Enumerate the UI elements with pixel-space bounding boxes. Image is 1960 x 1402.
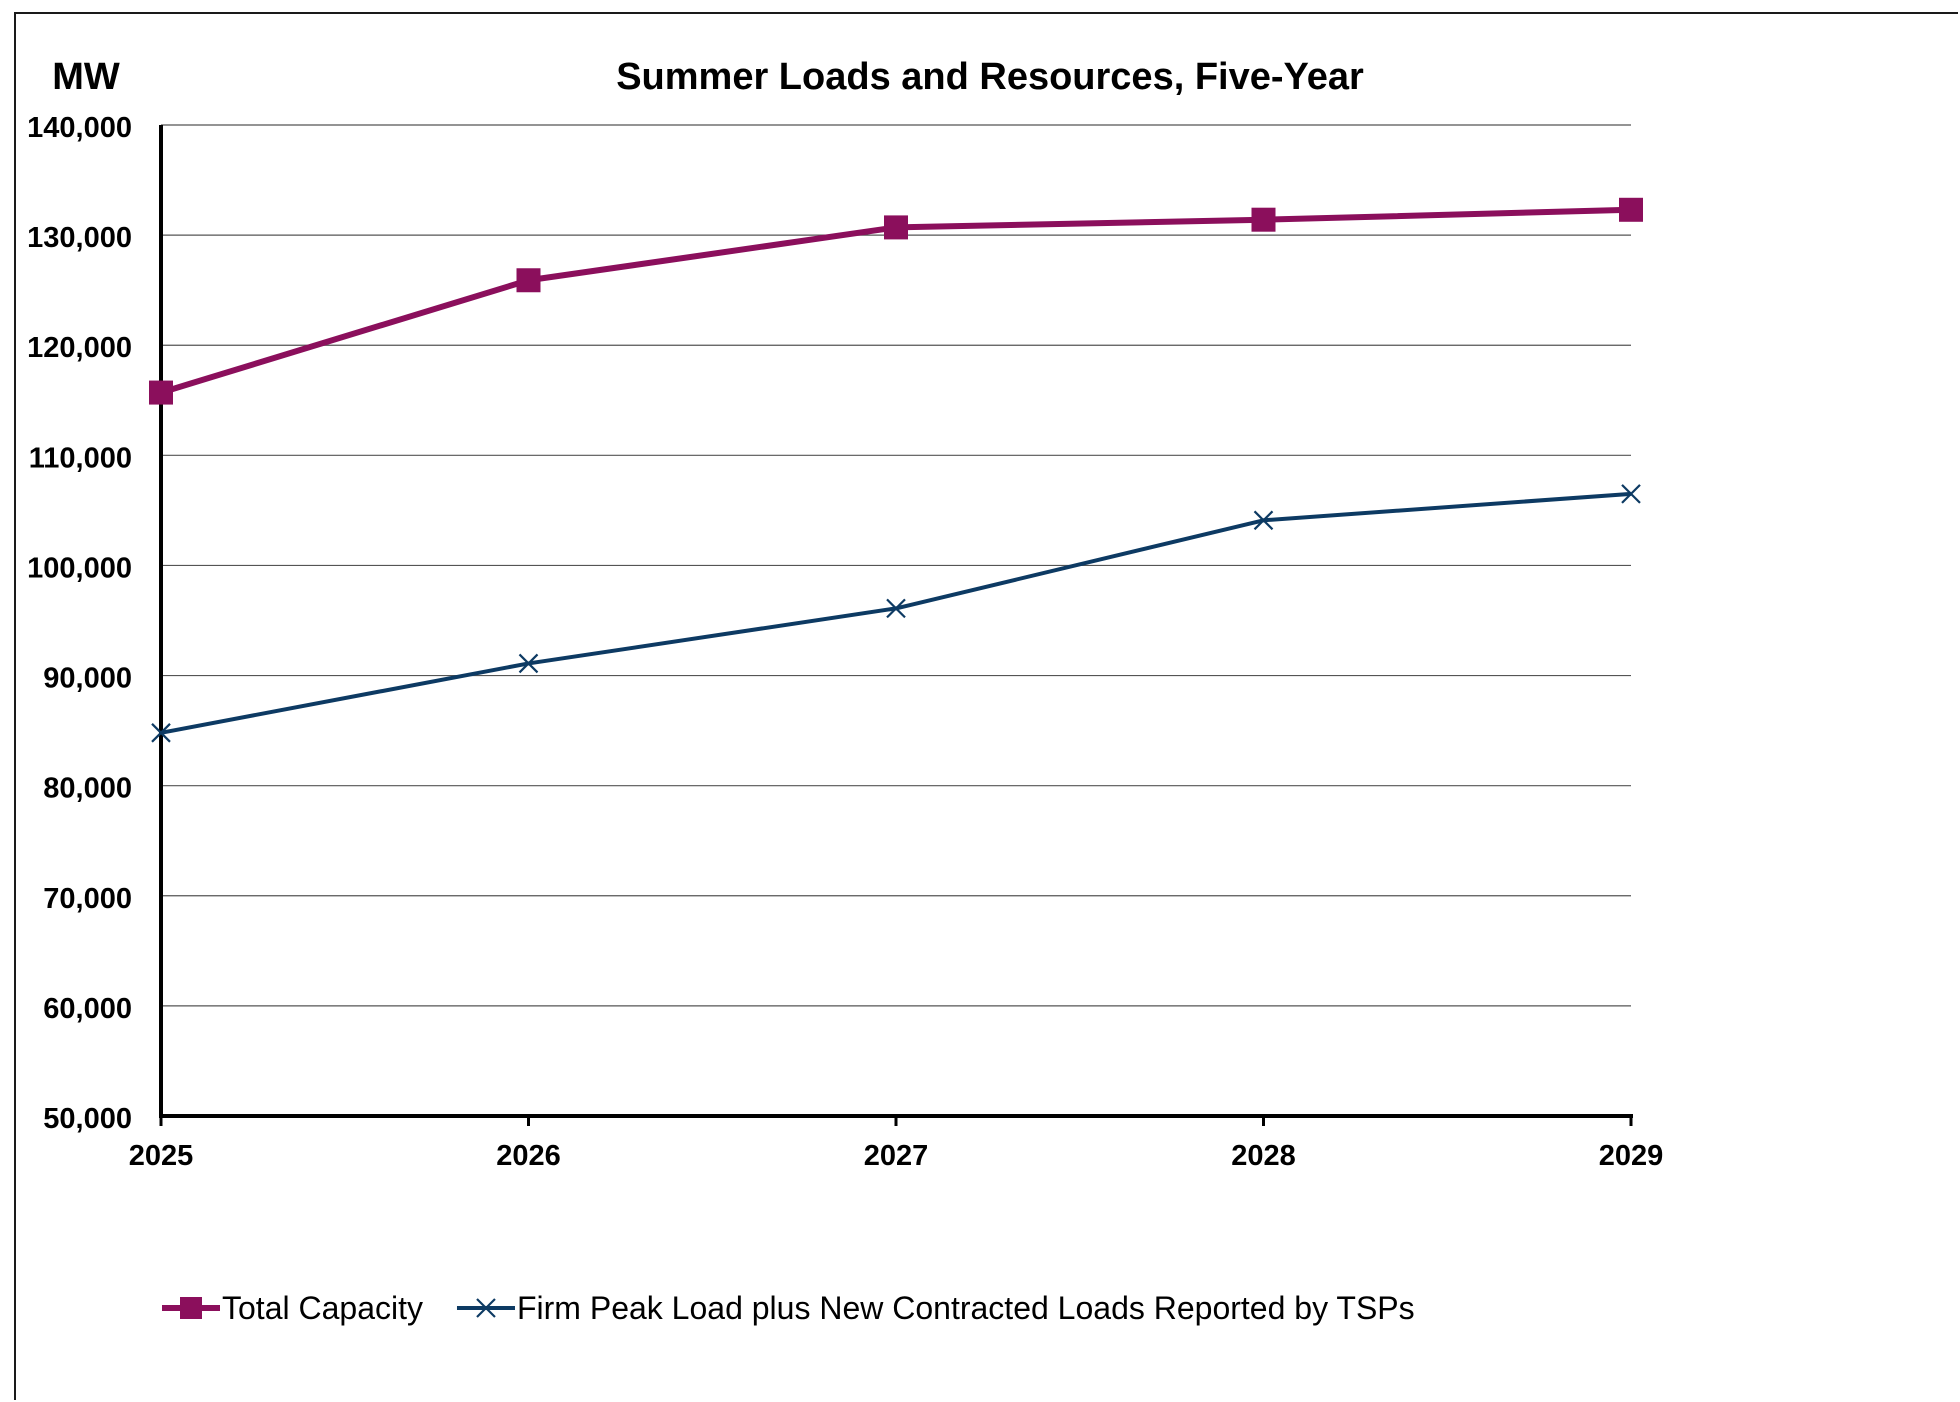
legend-item: Total Capacity <box>162 1290 423 1326</box>
y-tick-label: 60,000 <box>43 993 132 1025</box>
x-tick-label: 2028 <box>1231 1140 1296 1172</box>
series-line <box>160 491 1632 735</box>
legend-marker <box>180 1297 202 1319</box>
y-tick-label: 70,000 <box>43 883 132 915</box>
legend-label: Firm Peak Load plus New Contracted Loads… <box>517 1290 1415 1326</box>
y-tick-label: 140,000 <box>27 112 132 144</box>
legend: Total Capacity Firm Peak Load plus New Co… <box>162 1290 1415 1326</box>
series-lines <box>149 197 1643 743</box>
y-tick-label: 130,000 <box>27 222 132 254</box>
marker-stroke <box>886 598 906 619</box>
marker-stroke <box>1253 510 1274 531</box>
marker-stroke <box>476 1298 496 1318</box>
tick-labels: 50,000 60,000 70,000 80,000 90,000 100,000 110… <box>27 112 1663 1172</box>
marker-stroke <box>1621 484 1641 504</box>
data-point <box>1619 197 1643 222</box>
gridlines <box>161 124 1631 1007</box>
marker-stroke <box>151 723 171 743</box>
data-point <box>884 215 908 240</box>
x-tick-label: 2026 <box>496 1140 561 1172</box>
legend-item: Firm Peak Load plus New Contracted Loads… <box>456 1290 1415 1326</box>
y-tick-label: 50,000 <box>43 1103 132 1135</box>
x-tick-label: 2029 <box>1599 1140 1664 1172</box>
data-point <box>1253 510 1274 531</box>
data-point <box>151 723 171 743</box>
y-tick-label: 80,000 <box>43 773 132 805</box>
x-tick-label: 2027 <box>864 1140 929 1172</box>
data-point <box>149 380 173 405</box>
axes <box>159 125 1633 1126</box>
marker-stroke <box>518 653 539 674</box>
data-point <box>1251 207 1276 232</box>
legend-marker <box>476 1298 496 1318</box>
y-tick-label: 90,000 <box>43 663 132 695</box>
chart-frame <box>14 12 1958 1400</box>
data-point <box>516 268 541 293</box>
y-tick-label: 100,000 <box>27 552 132 584</box>
data-point <box>518 653 539 674</box>
y-tick-label: 110,000 <box>29 442 132 474</box>
x-tick-label: 2025 <box>129 1140 194 1172</box>
data-point <box>1621 484 1641 504</box>
chart-title: Summer Loads and Resources, Five-Year <box>616 56 1364 98</box>
y-tick-label: 120,000 <box>27 332 132 364</box>
y-axis-label: MW <box>52 56 120 98</box>
data-point <box>886 598 906 619</box>
legend-label: Total Capacity <box>222 1290 423 1326</box>
